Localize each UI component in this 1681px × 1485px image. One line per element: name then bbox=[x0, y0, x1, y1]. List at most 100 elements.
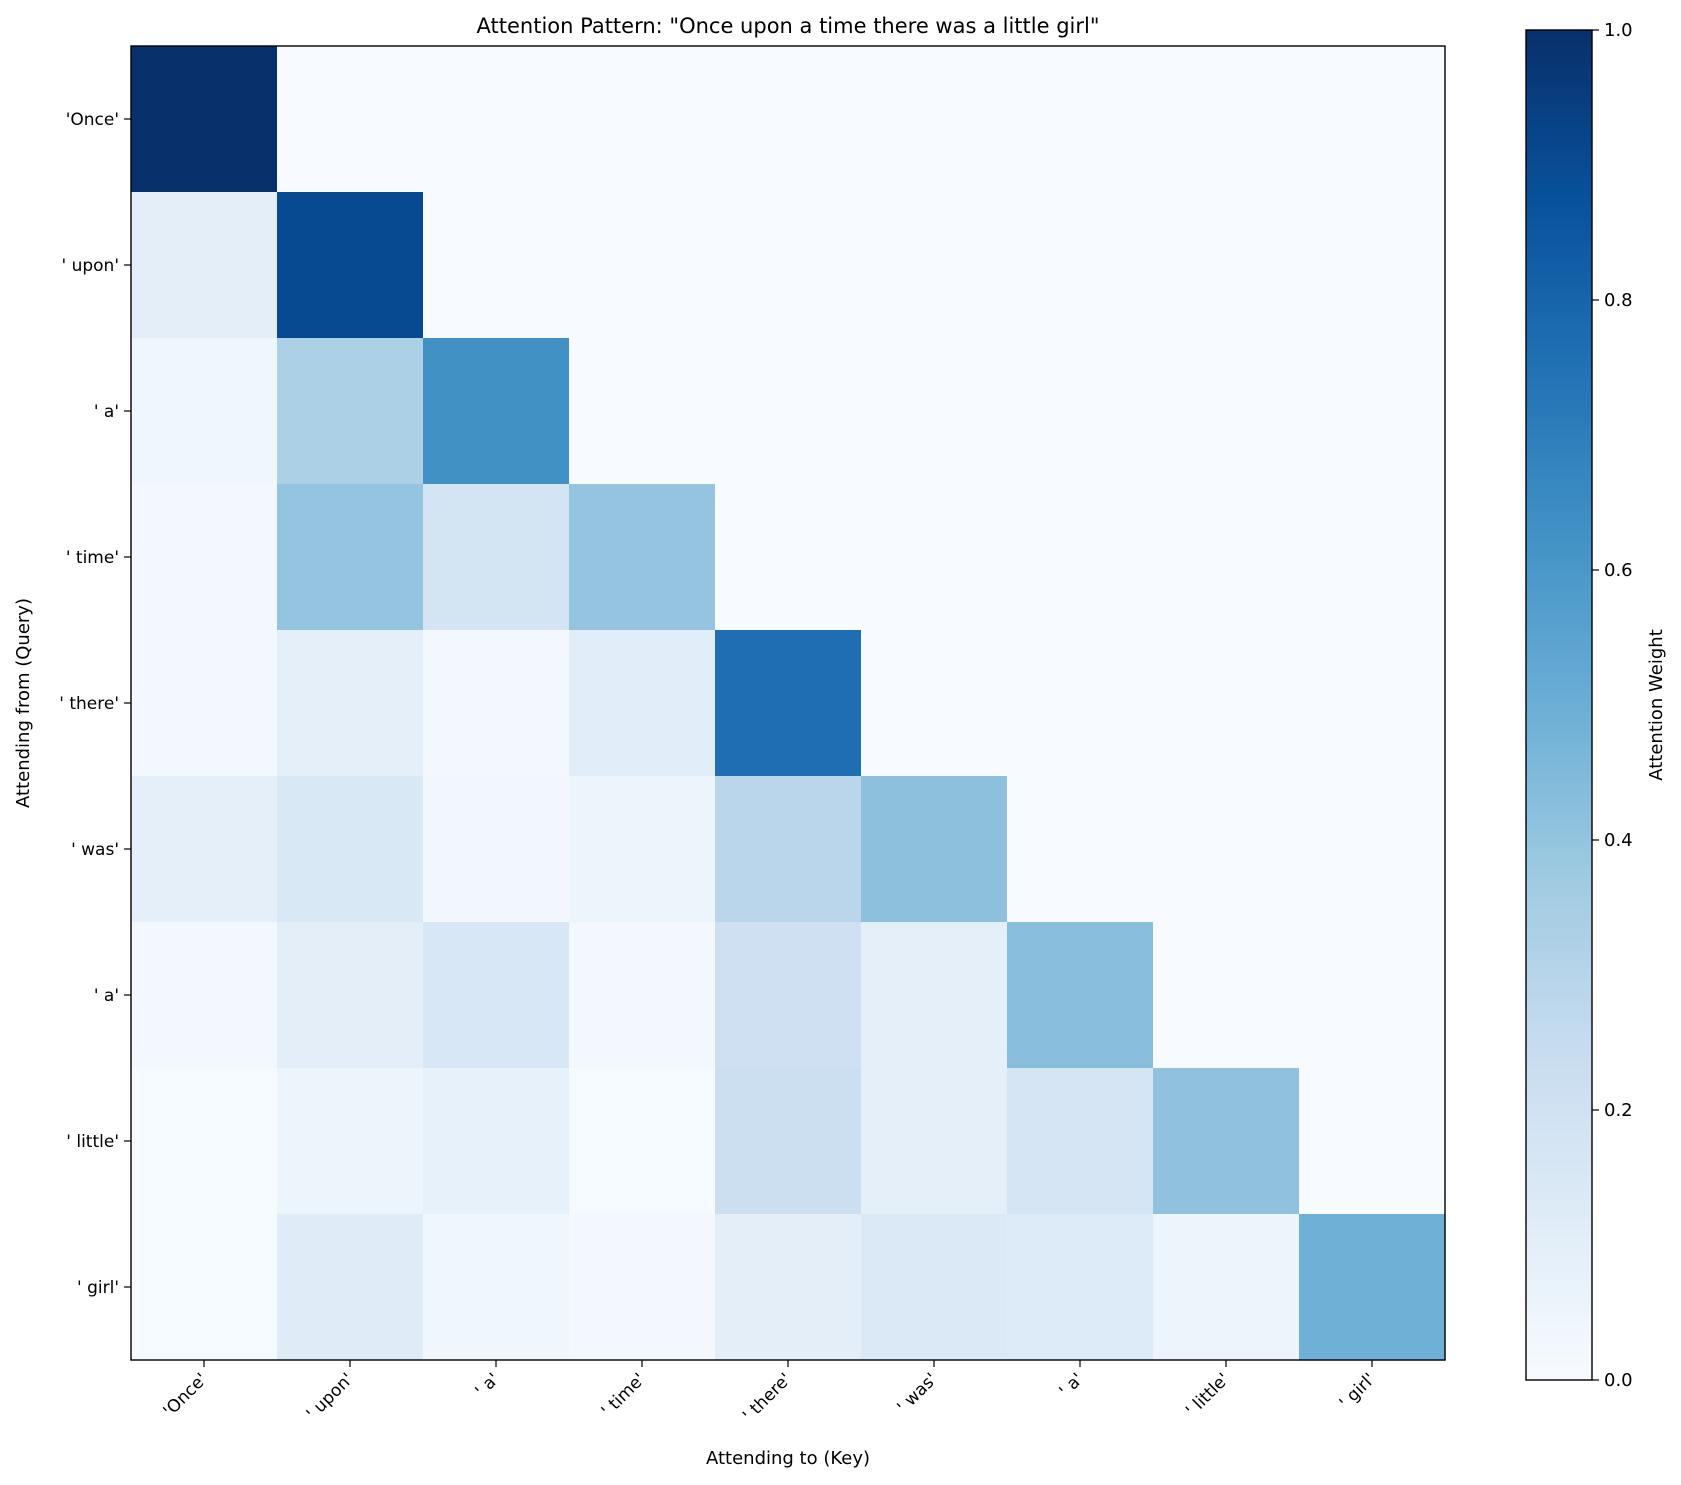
heatmap-cell bbox=[131, 192, 278, 339]
heatmap-cell bbox=[1153, 1068, 1300, 1215]
heatmap-cell bbox=[131, 46, 278, 193]
heatmap-cell bbox=[423, 922, 570, 1069]
x-tick-label: ' a' bbox=[1056, 1369, 1088, 1401]
colorbar-tick-label: 0.4 bbox=[1604, 830, 1633, 851]
heatmap-cell bbox=[1299, 1068, 1446, 1215]
colorbar-tick-label: 0.0 bbox=[1604, 1370, 1633, 1391]
y-tick-label: ' there' bbox=[59, 694, 119, 714]
heatmap-cell bbox=[277, 338, 424, 485]
x-tick-label: 'Once' bbox=[160, 1369, 212, 1421]
heatmap-cell bbox=[423, 1214, 570, 1361]
heatmap-cell bbox=[1007, 1214, 1154, 1361]
y-tick-label: ' upon' bbox=[62, 256, 120, 276]
heatmap-cell bbox=[715, 338, 862, 485]
x-axis-ticks: 'Once' ' upon' ' a' ' time' ' there' ' was' ' … bbox=[160, 1360, 1380, 1426]
colorbar-gradient bbox=[1526, 30, 1592, 1380]
y-tick-label: ' little' bbox=[66, 1132, 119, 1152]
heatmap-cell bbox=[1153, 338, 1300, 485]
heatmap-cell bbox=[1153, 776, 1300, 923]
heatmap-cell bbox=[715, 1214, 862, 1361]
heatmap-cell bbox=[569, 338, 716, 485]
x-tick-label: ' was' bbox=[893, 1369, 941, 1417]
y-tick-label: 'Once' bbox=[66, 110, 119, 130]
heatmap-cell bbox=[423, 338, 570, 485]
heatmap-cell bbox=[1299, 192, 1446, 339]
heatmap-cell bbox=[861, 776, 1008, 923]
heatmap-cell bbox=[277, 192, 424, 339]
heatmap-cell bbox=[569, 630, 716, 777]
heatmap-cell bbox=[1153, 922, 1300, 1069]
heatmap-cell bbox=[1007, 46, 1154, 193]
x-tick-label: ' little' bbox=[1182, 1369, 1233, 1420]
heatmap-cell bbox=[715, 484, 862, 631]
y-axis-label: Attending from (Query) bbox=[13, 598, 34, 808]
heatmap-cell bbox=[1299, 338, 1446, 485]
heatmap-cell bbox=[861, 46, 1008, 193]
x-tick-label: ' a' bbox=[472, 1369, 504, 1401]
heatmap-cell bbox=[569, 1214, 716, 1361]
x-tick-label: ' time' bbox=[598, 1369, 650, 1421]
colorbar-frame bbox=[1525, 29, 1593, 1381]
heatmap-cell bbox=[715, 1068, 862, 1215]
heatmap-cell bbox=[131, 776, 278, 923]
heatmap-cell bbox=[277, 630, 424, 777]
y-tick-label: ' a' bbox=[94, 402, 119, 422]
heatmap-cell bbox=[715, 922, 862, 1069]
colorbar-label: Attention Weight bbox=[1646, 629, 1667, 781]
heatmap-cell bbox=[131, 484, 278, 631]
heatmap-cell bbox=[715, 46, 862, 193]
heatmap-cell bbox=[131, 630, 278, 777]
x-axis-label: Attending to (Key) bbox=[706, 1448, 870, 1469]
heatmap-cell bbox=[277, 484, 424, 631]
heatmap-cell bbox=[861, 1068, 1008, 1215]
x-tick-label: ' there' bbox=[739, 1369, 795, 1425]
colorbar-tick-label: 1.0 bbox=[1604, 20, 1633, 41]
colorbar-tick-label: 0.6 bbox=[1604, 560, 1633, 581]
y-axis-ticks: 'Once' ' upon' ' a' ' time' ' there' ' was' ' … bbox=[59, 110, 131, 1298]
heatmap-cell bbox=[569, 192, 716, 339]
heatmap-cell bbox=[861, 630, 1008, 777]
heatmap-cell bbox=[1299, 922, 1446, 1069]
heatmap-cell bbox=[715, 630, 862, 777]
heatmap-cell bbox=[1007, 338, 1154, 485]
heatmap-cell bbox=[1153, 46, 1300, 193]
heatmap-cell bbox=[423, 46, 570, 193]
heatmap-cell bbox=[1299, 776, 1446, 923]
heatmap-cell bbox=[1153, 1214, 1300, 1361]
heatmap-cell bbox=[277, 1214, 424, 1361]
heatmap-cell bbox=[423, 484, 570, 631]
heatmap-cell bbox=[423, 1068, 570, 1215]
heatmap-cell bbox=[131, 1068, 278, 1215]
heatmap-cell bbox=[715, 776, 862, 923]
heatmap-cell bbox=[131, 338, 278, 485]
heatmap-cell bbox=[861, 484, 1008, 631]
heatmap-cell bbox=[569, 46, 716, 193]
heatmap-cell bbox=[423, 776, 570, 923]
heatmap-cell bbox=[1299, 630, 1446, 777]
heatmap-cell bbox=[861, 1214, 1008, 1361]
heatmap-cell bbox=[569, 484, 716, 631]
heatmap-cell bbox=[1007, 1068, 1154, 1215]
y-tick-label: ' was' bbox=[71, 840, 119, 860]
heatmap-cell bbox=[1007, 922, 1154, 1069]
colorbar-ticks: 0.0 0.2 0.4 0.6 0.8 1.0 bbox=[1592, 20, 1633, 1391]
y-tick-label: ' girl' bbox=[77, 1278, 119, 1298]
heatmap-cell bbox=[423, 192, 570, 339]
heatmap-cell bbox=[861, 192, 1008, 339]
heatmap-cell bbox=[861, 338, 1008, 485]
heatmap-cells bbox=[131, 46, 1446, 1361]
heatmap-cell bbox=[569, 1068, 716, 1215]
heatmap-cell bbox=[1299, 484, 1446, 631]
heatmap-cell bbox=[1007, 484, 1154, 631]
colorbar: 0.0 0.2 0.4 0.6 0.8 1.0 Attention Weight bbox=[1525, 20, 1667, 1391]
heatmap-cell bbox=[861, 922, 1008, 1069]
heatmap-cell bbox=[1007, 192, 1154, 339]
heatmap-cell bbox=[1007, 776, 1154, 923]
heatmap-cell bbox=[131, 1214, 278, 1361]
heatmap-cell bbox=[715, 192, 862, 339]
y-tick-label: ' time' bbox=[66, 548, 119, 568]
heatmap-cell bbox=[277, 46, 424, 193]
heatmap-cell bbox=[1007, 630, 1154, 777]
